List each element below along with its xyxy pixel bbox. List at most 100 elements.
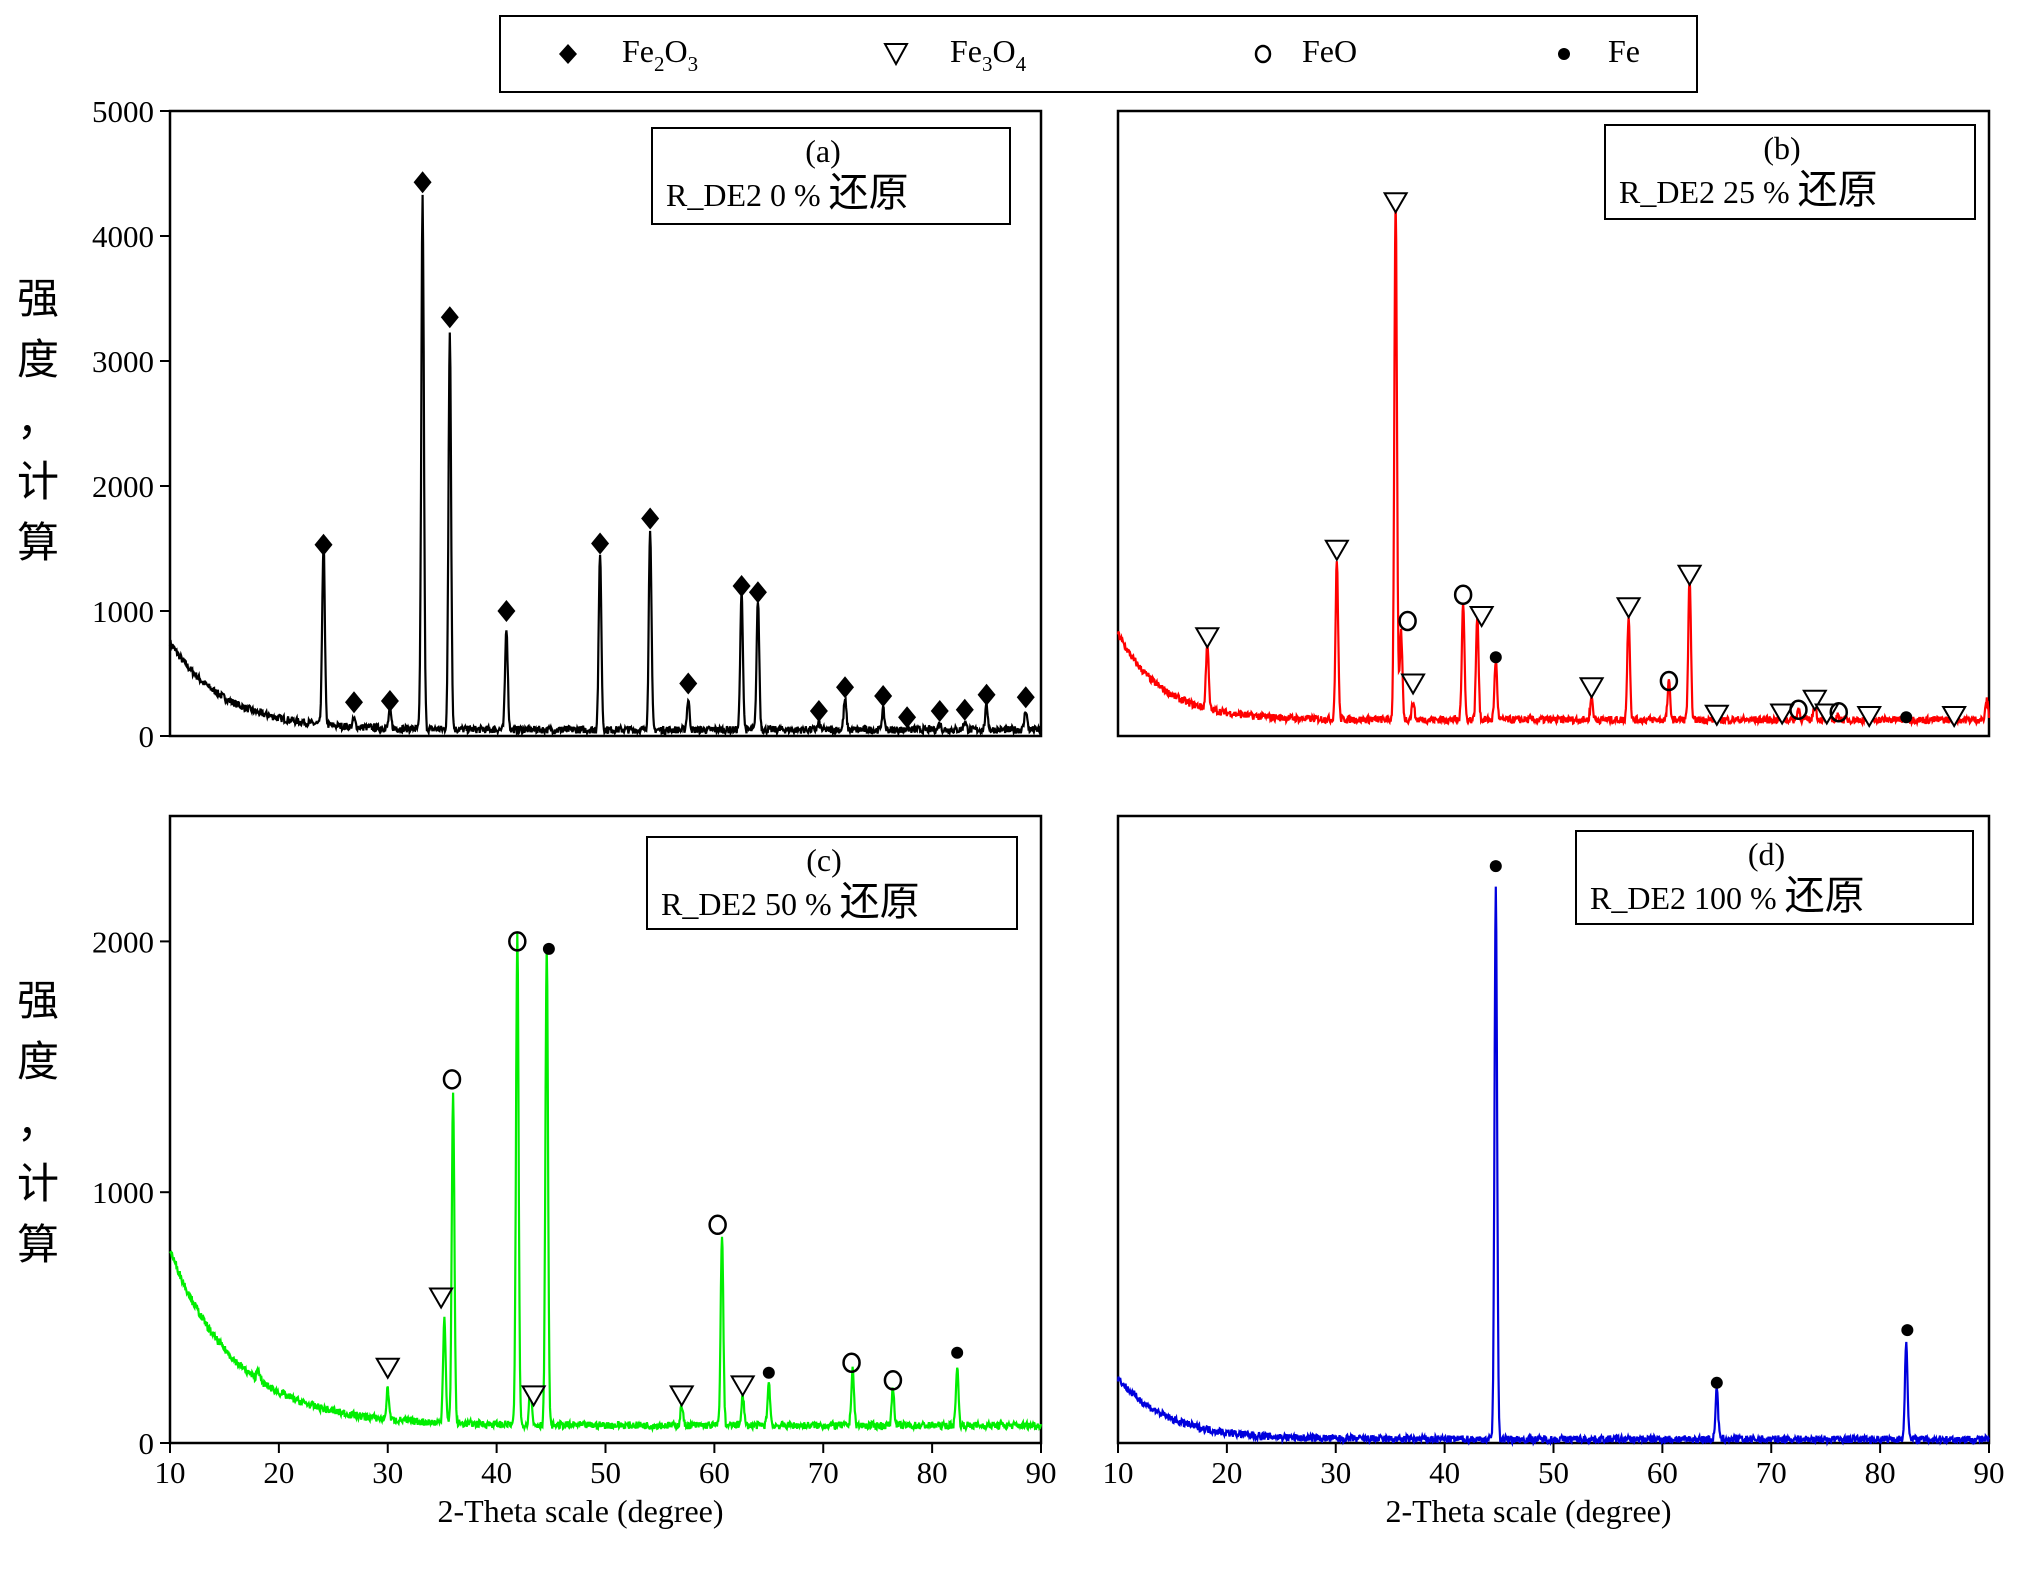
x-axis-title: 2-Theta scale (degree) [437, 1493, 723, 1529]
triangle-marker-icon [1324, 539, 1350, 562]
x-tick-label: 70 [1756, 1455, 1787, 1490]
panel-b: (b)R_DE2 25 % 还原 [1116, 109, 1991, 738]
y-tick-label: 1000 [92, 1175, 154, 1210]
x-tick-label: 20 [263, 1455, 294, 1490]
circle-marker-icon [1659, 670, 1679, 692]
diamond-marker-icon [732, 575, 751, 597]
x-tick-label: 60 [699, 1455, 730, 1490]
diamond-marker-icon [497, 600, 516, 622]
plot-frame [1116, 109, 1991, 738]
diamond-marker-icon [898, 706, 917, 729]
panel-label: (a) [805, 133, 841, 169]
panel-label: (b) [1763, 130, 1800, 166]
spectrum-line [168, 194, 1043, 738]
panel-title-box [1575, 830, 1974, 925]
triangle-marker-icon [428, 1287, 454, 1310]
panel-title-box [1604, 124, 1976, 220]
triangle-marker-icon [1769, 703, 1795, 726]
diamond-marker-icon [440, 306, 459, 329]
legend: Fe2O3 Fe3O4 FeO Fe [499, 15, 1698, 93]
diamond-marker-icon [955, 698, 974, 721]
legend-label-fe: Fe [1608, 33, 1640, 69]
panel-c: 0 1000 2000 10 20 30 40 50 60 70 80 90 2-Theta scale… [92, 814, 1057, 1529]
panel-label: (c) [806, 842, 842, 878]
panel-title: R_DE2 25 % 还原 [1619, 167, 1878, 213]
diamond-marker-icon [380, 690, 399, 712]
x-tick-label: 30 [372, 1455, 403, 1490]
diamond-marker-icon [314, 533, 333, 556]
diamond-marker-icon [930, 700, 949, 722]
panel-d: 10 20 30 40 50 60 70 80 90 2-Theta scale (degree)… [1103, 814, 2005, 1529]
circle-marker-icon [442, 1069, 462, 1090]
diamond-marker-icon [641, 507, 660, 530]
x-tick-label: 10 [155, 1455, 186, 1490]
x-tick-label: 40 [481, 1455, 512, 1490]
diamond-marker-icon [591, 532, 610, 555]
panel-title: R_DE2 0 % 还原 [666, 170, 909, 216]
panel-title: R_DE2 50 % 还原 [661, 879, 920, 925]
y-tick-label: 1000 [92, 594, 154, 629]
x-tick-label: 60 [1647, 1455, 1678, 1490]
svg-text:计: 计 [17, 1159, 59, 1208]
triangle-marker-icon [729, 1375, 756, 1398]
x-tick-label: 50 [590, 1455, 621, 1490]
panel-title-box [646, 836, 1018, 930]
x-tick-label: 30 [1320, 1455, 1351, 1490]
circle-marker-icon [1829, 702, 1849, 723]
triangle-marker-icon [375, 1357, 401, 1380]
circle-marker-icon [1789, 699, 1808, 720]
circle-marker-icon [842, 1352, 861, 1373]
dot-marker-icon [762, 1366, 775, 1379]
dot-marker-icon [542, 942, 555, 955]
diamond-marker-icon [874, 685, 893, 707]
circle-marker-icon [883, 1370, 903, 1391]
triangle-marker-icon [1382, 192, 1409, 215]
y-tick-label: 4000 [92, 219, 154, 254]
y-tick-label: 2000 [92, 469, 154, 504]
x-tick-label: 40 [1429, 1455, 1460, 1490]
triangle-marker-icon [1941, 706, 1967, 728]
circle-marker-icon [708, 1214, 727, 1236]
svg-text:强: 强 [17, 274, 59, 323]
spectrum-line [1116, 198, 1991, 728]
x-tick-label: 20 [1211, 1455, 1242, 1490]
triangle-marker-icon [1802, 689, 1828, 712]
x-axis-title: 2-Theta scale (degree) [1385, 1493, 1671, 1529]
diamond-marker-icon [344, 691, 363, 714]
diamond-marker-icon [413, 171, 432, 194]
x-tick-label: 50 [1538, 1455, 1569, 1490]
diamond-marker-icon [1016, 686, 1035, 709]
triangle-marker-icon [1468, 606, 1495, 628]
svg-text:，: ， [17, 1098, 59, 1147]
y-tick-label: 5000 [92, 94, 154, 129]
x-tick-label: 90 [1026, 1455, 1057, 1490]
svg-text:计: 计 [17, 457, 59, 506]
dot-marker-icon [1489, 860, 1502, 873]
plot-frame [168, 109, 1043, 738]
panel-label: (d) [1748, 836, 1785, 872]
legend-frame [499, 15, 1698, 93]
legend-label-feo: FeO [1302, 33, 1357, 69]
dot-marker-icon [1900, 711, 1913, 724]
svg-text:算: 算 [17, 518, 59, 567]
legend-label-fe2o3: Fe2O3 [622, 33, 698, 76]
x-tick-label: 70 [808, 1455, 839, 1490]
open-circle-icon [1254, 44, 1272, 64]
circle-marker-icon [508, 931, 527, 952]
circle-marker-icon [1398, 610, 1417, 632]
svg-text:，: ， [17, 396, 59, 445]
x-tick-label: 90 [1974, 1455, 2005, 1490]
spectrum-line [1116, 886, 1991, 1448]
panel-title: R_DE2 100 % 还原 [1590, 873, 1865, 919]
diamond-marker-icon [748, 581, 767, 604]
triangle-marker-icon [1194, 627, 1221, 650]
panel-a: 0 1000 2000 3000 4000 5000 (a)R_DE2 0 % 还原 [92, 94, 1043, 754]
diamond-marker-icon [809, 700, 828, 722]
dot-marker-icon [1489, 651, 1502, 664]
panel-title-box [651, 127, 1011, 225]
x-tick-label: 80 [1865, 1455, 1896, 1490]
svg-text:度: 度 [17, 1037, 59, 1086]
diamond-marker-icon [977, 683, 996, 706]
x-tick-label: 80 [917, 1455, 948, 1490]
